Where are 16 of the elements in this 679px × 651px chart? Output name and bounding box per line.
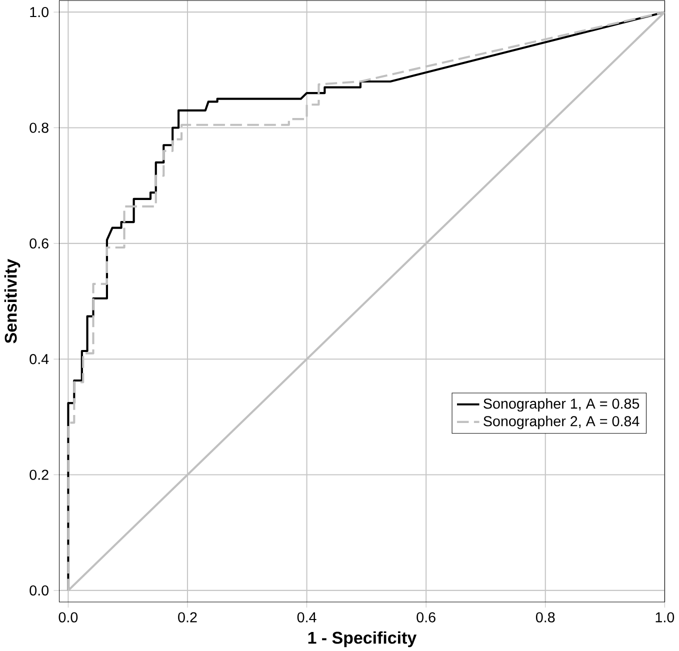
y-tick-label: 0.2 [30,469,48,480]
y-tick-label: 0.0 [30,585,48,596]
y-tick-label: 0.4 [30,354,49,364]
x-tick-label: 0.4 [297,612,316,622]
y-tick-label: 0.6 [30,238,48,248]
x-tick-label: 0.2 [178,612,197,622]
x-tick-label: 0.6 [416,612,436,622]
y-axis-title: Sensitivity [4,258,20,343]
x-tick-label: 1.0 [656,612,674,622]
x-tick-label: 0.0 [58,612,78,622]
legend-label: Sonographer 1, A = 0.85 [484,398,640,412]
x-axis-title: 1 - Specificity [308,631,417,647]
y-tick-label: 0.8 [30,122,48,133]
y-tick-label: 1.0 [30,6,48,17]
x-tick-label: 0.8 [536,612,555,622]
legend-label: Sonographer 2, A = 0.84 [484,416,640,429]
